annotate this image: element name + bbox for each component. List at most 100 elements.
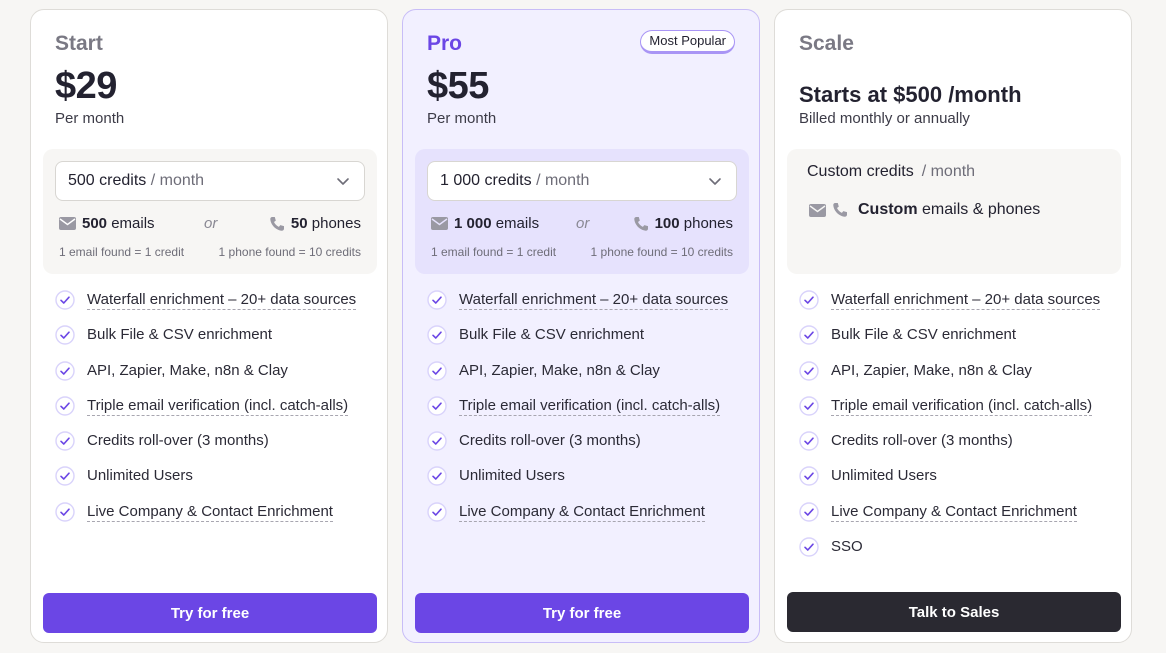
check-circle-icon	[799, 502, 819, 522]
feature-text: Credits roll-over (3 months)	[87, 432, 269, 450]
feature-text: API, Zapier, Make, n8n & Clay	[831, 361, 1032, 379]
phones-count: 50	[290, 215, 308, 232]
plan-price-period: Per month	[55, 110, 125, 127]
credits-select-unit: / month	[150, 172, 205, 189]
feature-text[interactable]: Waterfall enrichment – 20+ data sources	[831, 291, 1101, 310]
check-circle-icon	[55, 360, 75, 381]
feature-item: API, Zapier, Make, n8n & Clay	[55, 360, 356, 398]
feature-text: API, Zapier, Make, n8n & Clay	[459, 361, 660, 379]
credits-select-value: 1 000 credits	[440, 172, 532, 189]
feature-text[interactable]: Live Company & Contact Enrichment	[459, 502, 705, 522]
emails-label: emails	[495, 215, 540, 232]
check-circle-icon	[55, 502, 75, 522]
check-circle-icon	[427, 396, 447, 416]
credits-select-unit: / month	[536, 172, 590, 189]
credits-select[interactable]: 500 credits / month	[55, 161, 365, 201]
plan-name: Scale	[799, 32, 854, 55]
check-circle-icon	[799, 466, 819, 487]
check-circle-icon	[55, 466, 75, 487]
feature-text[interactable]: Triple email verification (incl. catch-a…	[831, 396, 1093, 416]
check-circle-icon	[427, 290, 447, 310]
feature-text: SSO	[831, 538, 863, 556]
email-credit-note: 1 email found = 1 credit	[59, 245, 185, 259]
feature-item: Triple email verification (incl. catch-a…	[799, 396, 1100, 433]
check-circle-icon	[55, 325, 75, 345]
chevron-down-icon	[337, 178, 349, 185]
feature-text[interactable]: Triple email verification (incl. catch-a…	[459, 396, 721, 416]
custom-contacts: Custom emails & phones	[809, 201, 1040, 219]
emails-count: 1 000	[454, 215, 492, 232]
plan-card-start: Start $29 Per month 500 credits / month …	[30, 9, 388, 643]
credits-select-value: 500 credits	[68, 172, 147, 189]
feature-item: Triple email verification (incl. catch-a…	[427, 396, 728, 433]
talk-to-sales-button[interactable]: Talk to Sales	[787, 592, 1121, 632]
check-circle-icon	[799, 396, 819, 416]
or-label: or	[204, 215, 218, 232]
feature-item: Live Company & Contact Enrichment	[55, 502, 356, 539]
phone-icon	[633, 216, 648, 231]
plan-billing-note: Billed monthly or annually	[799, 110, 970, 127]
feature-item: Unlimited Users	[427, 466, 728, 503]
feature-item: Live Company & Contact Enrichment	[427, 502, 728, 539]
custom-rest: emails & phones	[922, 201, 1041, 218]
custom-credits-title: Custom credits / month	[807, 163, 975, 181]
plan-price-period: Per month	[427, 110, 497, 127]
plan-card-pro: Most Popular Pro $55 Per month 1 000 cre…	[402, 9, 760, 643]
check-circle-icon	[427, 502, 447, 522]
emails-count: 500	[82, 215, 108, 232]
credits-box: Custom credits / month Custom emails & ph…	[787, 149, 1121, 274]
check-circle-icon	[799, 290, 819, 310]
feature-text[interactable]: Waterfall enrichment – 20+ data sources	[87, 291, 357, 310]
feature-text[interactable]: Live Company & Contact Enrichment	[831, 502, 1077, 522]
phone-credit-note: 1 phone found = 10 credits	[590, 245, 733, 259]
feature-item: API, Zapier, Make, n8n & Clay	[799, 360, 1100, 398]
feature-item: Unlimited Users	[55, 466, 356, 503]
custom-credits-label: Custom credits	[807, 163, 914, 180]
envelope-icon	[809, 203, 826, 217]
chevron-down-icon	[709, 178, 721, 185]
feature-text: API, Zapier, Make, n8n & Clay	[87, 361, 288, 379]
feature-list: Waterfall enrichment – 20+ data sources …	[55, 290, 357, 539]
phones-count: 100	[654, 215, 680, 232]
feature-item: Waterfall enrichment – 20+ data sources	[427, 290, 729, 327]
feature-item: Triple email verification (incl. catch-a…	[55, 396, 356, 433]
feature-list: Waterfall enrichment – 20+ data sources …	[427, 290, 729, 539]
check-circle-icon	[799, 537, 819, 557]
feature-text: Unlimited Users	[831, 467, 937, 485]
check-circle-icon	[427, 325, 447, 345]
plan-price: $29	[55, 65, 117, 107]
try-for-free-button[interactable]: Try for free	[43, 593, 377, 633]
check-circle-icon	[55, 290, 75, 310]
check-circle-icon	[427, 360, 447, 381]
credits-box: 1 000 credits / month 1 000 emails or 10…	[415, 149, 749, 274]
plan-name: Pro	[427, 32, 463, 55]
feature-item: Credits roll-over (3 months)	[427, 431, 728, 468]
feature-text[interactable]: Waterfall enrichment – 20+ data sources	[459, 291, 729, 310]
feature-text[interactable]: Triple email verification (incl. catch-a…	[87, 396, 349, 416]
feature-text: Bulk File & CSV enrichment	[831, 326, 1017, 344]
feature-item: Waterfall enrichment – 20+ data sources	[55, 290, 357, 327]
feature-item: Credits roll-over (3 months)	[55, 431, 356, 468]
feature-text[interactable]: Live Company & Contact Enrichment	[87, 502, 333, 522]
feature-text: Bulk File & CSV enrichment	[459, 326, 645, 344]
check-circle-icon	[427, 431, 447, 451]
feature-item: Bulk File & CSV enrichment	[427, 325, 728, 362]
try-for-free-button[interactable]: Try for free	[415, 593, 749, 633]
plan-name: Start	[55, 32, 103, 55]
plan-card-scale: Scale Starts at $500 /month Billed month…	[774, 9, 1132, 643]
check-circle-icon	[799, 431, 819, 451]
feature-text: Bulk File & CSV enrichment	[87, 326, 273, 344]
or-label: or	[576, 215, 590, 232]
feature-item: Credits roll-over (3 months)	[799, 431, 1100, 468]
check-circle-icon	[799, 360, 819, 381]
plan-price: $55	[427, 65, 489, 107]
feature-text: Unlimited Users	[87, 467, 193, 485]
feature-item: Bulk File & CSV enrichment	[799, 325, 1100, 362]
feature-item: Live Company & Contact Enrichment	[799, 502, 1100, 539]
feature-text: Unlimited Users	[459, 467, 565, 485]
custom-strong: Custom	[858, 201, 918, 218]
check-circle-icon	[799, 325, 819, 345]
credits-select[interactable]: 1 000 credits / month	[427, 161, 737, 201]
check-circle-icon	[427, 466, 447, 487]
feature-item: SSO	[799, 537, 1100, 574]
